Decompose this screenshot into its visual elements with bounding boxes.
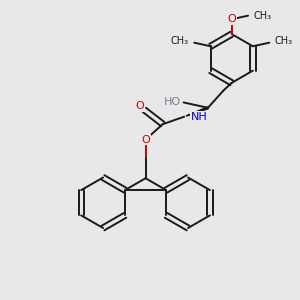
Text: NH: NH — [191, 112, 208, 122]
Text: O: O — [227, 14, 236, 24]
Text: O: O — [141, 135, 150, 145]
Text: CH₃: CH₃ — [274, 36, 293, 46]
Polygon shape — [187, 107, 208, 116]
Text: HO: HO — [164, 97, 181, 107]
Text: O: O — [136, 101, 144, 111]
Text: CH₃: CH₃ — [171, 36, 189, 46]
Text: CH₃: CH₃ — [254, 11, 272, 21]
